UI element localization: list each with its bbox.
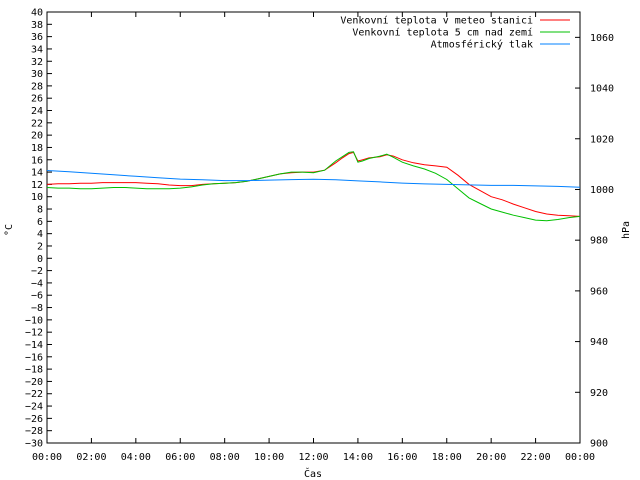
right-tick-label: 1000 (590, 185, 614, 196)
right-tick-label: 940 (590, 337, 608, 348)
series-line-2 (46, 151, 581, 222)
right-tick-label: 980 (590, 236, 608, 247)
x-tick-label: 06:00 (165, 452, 195, 463)
left-tick-label: −2 (31, 266, 43, 277)
left-axis-title: °C (4, 224, 15, 236)
left-tick-label: 8 (37, 205, 43, 216)
x-tick-label: 22:00 (521, 452, 551, 463)
left-tick-label: 20 (31, 131, 43, 142)
legend-label: Venkovní teplota 5 cm nad zemí (352, 27, 533, 39)
left-tick-label: 26 (31, 94, 43, 105)
legend-label: Venkovní teplota v meteo stanici (340, 15, 533, 27)
left-tick-label: −12 (25, 328, 43, 339)
series-lines (46, 151, 581, 222)
x-tick-label: 02:00 (76, 452, 106, 463)
left-tick-label: −10 (25, 315, 43, 326)
left-tick-label: −30 (25, 439, 43, 450)
left-tick-label: 36 (31, 32, 43, 43)
left-tick-label: 38 (31, 20, 43, 31)
x-tick-label: 00:00 (565, 452, 595, 463)
x-axis: 00:00 02:00 04:00 06:00 08:00 10:00 12:00 14:00… (32, 12, 595, 463)
right-axis-title: hPa (621, 221, 632, 239)
right-axis: 900 920 940 960 980 1000 1020 1040 1060 (575, 33, 614, 450)
left-axis: −30−28−26−24−22−20−18−16−14−12−10−8−6−4−… (25, 8, 52, 450)
left-tick-label: 40 (31, 8, 43, 19)
left-tick-label: −26 (25, 414, 43, 425)
left-tick-label: 14 (31, 168, 43, 179)
left-tick-label: −20 (25, 377, 43, 388)
right-tick-label: 1060 (590, 33, 614, 44)
left-tick-label: 34 (31, 44, 43, 55)
right-tick-label: 900 (590, 439, 608, 450)
left-tick-label: 6 (37, 217, 43, 228)
x-tick-label: 20:00 (476, 452, 506, 463)
x-tick-label: 18:00 (432, 452, 462, 463)
left-tick-label: −6 (31, 291, 43, 302)
left-tick-label: −16 (25, 352, 43, 363)
right-tick-label: 1040 (590, 84, 614, 95)
x-tick-label: 14:00 (343, 452, 373, 463)
left-tick-label: −8 (31, 303, 43, 314)
left-tick-label: 18 (31, 143, 43, 154)
left-tick-label: −22 (25, 389, 43, 400)
x-tick-label: 16:00 (387, 452, 417, 463)
left-tick-label: 22 (31, 118, 43, 129)
left-tick-label: −24 (25, 402, 43, 413)
left-tick-label: −14 (25, 340, 43, 351)
left-tick-label: 24 (31, 106, 43, 117)
left-tick-label: 28 (31, 81, 43, 92)
legend: Venkovní teplota v meteo staniciVenkovní… (340, 15, 570, 51)
left-tick-label: 4 (37, 229, 43, 240)
left-tick-label: 12 (31, 180, 43, 191)
right-tick-label: 1020 (590, 134, 614, 145)
left-tick-label: 0 (37, 254, 43, 265)
left-tick-label: 30 (31, 69, 43, 80)
left-tick-label: 2 (37, 241, 43, 252)
x-tick-label: 08:00 (210, 452, 240, 463)
series-line-1 (46, 151, 581, 217)
left-tick-label: 10 (31, 192, 43, 203)
right-tick-label: 920 (590, 388, 608, 399)
right-tick-label: 960 (590, 286, 608, 297)
left-tick-label: −28 (25, 426, 43, 437)
series-line-3 (46, 170, 581, 188)
x-tick-label: 10:00 (254, 452, 284, 463)
x-tick-label: 00:00 (32, 452, 62, 463)
left-tick-label: −18 (25, 365, 43, 376)
left-tick-label: −4 (31, 278, 43, 289)
x-tick-label: 04:00 (121, 452, 151, 463)
left-tick-label: 32 (31, 57, 43, 68)
x-tick-label: 12:00 (298, 452, 328, 463)
left-tick-label: 16 (31, 155, 43, 166)
x-axis-title: Čas (304, 467, 322, 480)
legend-label: Atmosférický tlak (431, 39, 533, 51)
